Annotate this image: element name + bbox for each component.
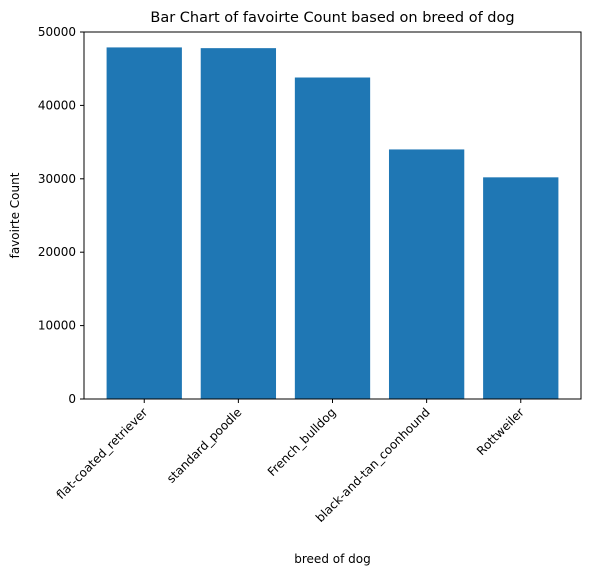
bar-standard_poodle bbox=[200, 48, 277, 399]
y-tick-label: 0 bbox=[68, 392, 76, 406]
bars-group bbox=[106, 47, 559, 400]
y-axis-ticks: 0 10000 20000 30000 40000 50000 bbox=[38, 25, 84, 406]
chart-title: Bar Chart of favoirte Count based on bre… bbox=[150, 10, 514, 26]
bar-Rottweiler bbox=[483, 177, 559, 399]
bar-flat-coated_retriever bbox=[106, 47, 182, 399]
y-tick-label: 50000 bbox=[38, 25, 76, 39]
y-tick-label: 10000 bbox=[38, 319, 76, 333]
bar-French_bulldog bbox=[294, 77, 371, 400]
y-axis-label: favoirte Count bbox=[8, 172, 22, 258]
x-axis-label: breed of dog bbox=[294, 552, 370, 566]
y-tick-label: 40000 bbox=[38, 98, 76, 112]
bar-black-and-tan_coonhound bbox=[388, 149, 465, 399]
y-tick-label: 30000 bbox=[38, 172, 76, 186]
y-tick-label: 20000 bbox=[38, 245, 76, 259]
plot-frame bbox=[83, 31, 582, 400]
